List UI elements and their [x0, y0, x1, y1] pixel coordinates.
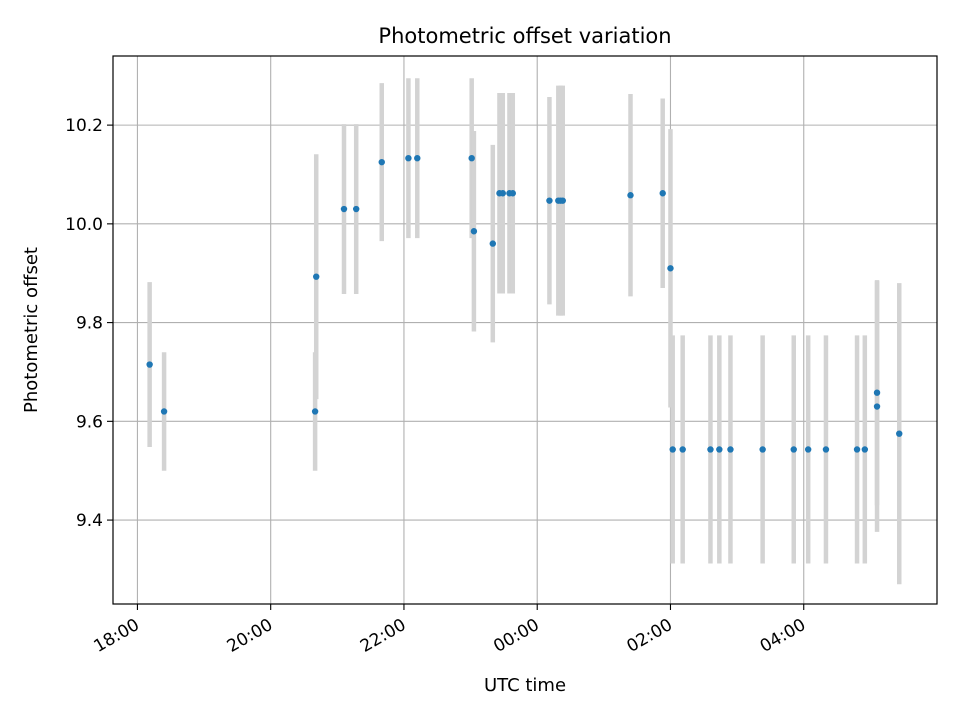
data-point [861, 446, 869, 453]
y-tick-label: 10.2 [65, 116, 103, 136]
y-tick-label: 9.8 [76, 314, 103, 334]
data-point [470, 228, 478, 235]
data-point [873, 403, 881, 410]
data-point [853, 446, 861, 453]
data-point [499, 190, 506, 197]
data-point [707, 446, 714, 453]
data-point [896, 430, 903, 437]
y-tick-label: 10.0 [65, 215, 103, 235]
data-point [659, 190, 666, 197]
data-point [873, 389, 881, 396]
data-point [489, 240, 496, 247]
data-point [669, 446, 676, 453]
x-axis-label: UTC time [484, 675, 566, 696]
data-point [667, 265, 674, 272]
data-point [311, 408, 319, 415]
data-point [822, 446, 830, 453]
y-tick-label: 9.6 [76, 412, 103, 432]
data-point [414, 154, 421, 162]
data-point [804, 446, 812, 453]
data-point [727, 446, 734, 453]
data-point [378, 158, 385, 166]
data-point [759, 446, 766, 453]
data-point [559, 197, 566, 204]
data-point [146, 361, 153, 368]
data-point [468, 154, 475, 162]
data-point [790, 446, 797, 453]
data-point [405, 154, 412, 162]
data-point [716, 446, 723, 453]
y-tick-label: 9.4 [76, 511, 103, 531]
chart-title: Photometric offset variation [378, 24, 671, 48]
data-points [146, 154, 903, 453]
data-point [353, 205, 360, 213]
data-point [546, 197, 553, 204]
y-axis-label: Photometric offset [21, 247, 42, 413]
plot-frame [112, 55, 938, 605]
data-point [313, 273, 320, 280]
data-point [679, 446, 686, 453]
data-point [340, 205, 348, 213]
data-point [627, 192, 634, 199]
data-point [160, 408, 168, 415]
data-point [509, 190, 516, 197]
